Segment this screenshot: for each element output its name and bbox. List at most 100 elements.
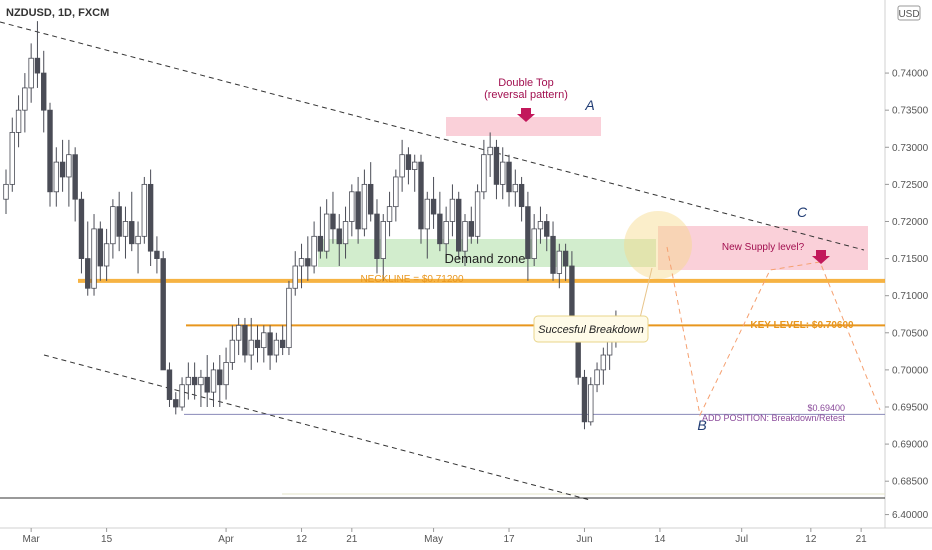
price-tick-label: 0.69000 [892, 440, 929, 451]
time-tick-label: 15 [101, 534, 113, 545]
candle-bullish [122, 221, 129, 237]
candle-bearish [456, 198, 462, 252]
add-position-label: ADD POSITION: Breakdown/Retest [702, 413, 846, 423]
candle-bullish [500, 161, 506, 185]
candle-bullish [103, 243, 110, 267]
time-tick-label: 21 [856, 534, 868, 545]
symbol-title: NZDUSD, 1D, FXCM [6, 7, 109, 19]
candle-bearish [85, 258, 91, 289]
candle-bullish [286, 287, 292, 349]
wave-label-c: C [797, 204, 808, 220]
price-tick-label: 0.73500 [892, 106, 929, 117]
candle-bullish [399, 154, 405, 178]
projection-path [666, 246, 881, 417]
candle-bearish [254, 339, 261, 349]
candle-bullish [474, 191, 481, 237]
candle-bullish [235, 324, 242, 341]
candle-bullish [110, 206, 116, 245]
candle-bearish [405, 154, 412, 170]
candle-bullish [22, 87, 28, 111]
candle-bullish [380, 221, 386, 259]
candle-bearish [242, 324, 248, 356]
candle-bullish [292, 265, 298, 289]
candle-bullish [229, 339, 236, 363]
candle-bullish [393, 176, 399, 208]
breakdown-callout-pointer [639, 267, 653, 319]
candle-bearish [267, 332, 273, 356]
candle-bullish [198, 376, 204, 386]
double-top-arrow-icon [517, 108, 535, 122]
candle-bullish [28, 57, 34, 89]
candle-bearish [336, 228, 342, 245]
candle-bearish [305, 258, 311, 267]
candle-bearish [116, 206, 122, 237]
candle-bearish [437, 213, 443, 245]
candle-bearish [367, 183, 374, 215]
candle-bearish [147, 183, 154, 252]
candle-bullish [323, 213, 330, 252]
candle-bearish [217, 369, 223, 386]
candle-bearish [166, 369, 173, 400]
candle-bearish [41, 72, 47, 111]
candle-bearish [97, 228, 104, 267]
candle-bearish [525, 206, 531, 259]
candle-bullish [588, 384, 594, 423]
candle-bullish [342, 221, 349, 245]
candle-bearish [493, 146, 500, 185]
candle-bearish [129, 221, 135, 245]
neckline-label: NECKLINE = $0.71200 [360, 274, 464, 285]
candle-bearish [78, 198, 85, 259]
currency-badge[interactable] [897, 5, 921, 21]
candle-bullish [412, 161, 418, 170]
candle-bearish [418, 161, 424, 230]
candle-bullish [141, 183, 148, 237]
candle-bullish [91, 228, 97, 289]
candle-bearish [72, 154, 78, 200]
candle-bearish [154, 250, 160, 259]
candle-bearish [550, 235, 556, 274]
time-tick-label: May [424, 534, 443, 545]
candle-bearish [279, 339, 286, 349]
candle-bearish [544, 221, 550, 237]
time-tick-label: 14 [654, 534, 666, 545]
candlestick-series [3, 21, 619, 430]
descending-trendline-lower [43, 354, 591, 501]
time-tick-label: Mar [23, 534, 41, 545]
candle-bullish [556, 250, 563, 274]
time-axis[interactable]: Mar 15 Apr 12 21 May 17 Jun 14 Jul 12 21 [23, 528, 868, 545]
candle-bearish [160, 258, 166, 371]
price-tick-label: 0.73000 [892, 143, 929, 154]
price-axis[interactable]: 0.74000 0.73500 0.73000 0.72500 0.72000 0.715… [885, 69, 929, 522]
candle-bullish [487, 146, 493, 156]
price-tick-label: 0.72000 [892, 217, 929, 228]
add-position-price-label: $0.69400 [807, 403, 845, 413]
candle-bullish [311, 235, 317, 267]
price-tick-label: 0.69500 [892, 402, 929, 413]
candle-bullish [223, 362, 229, 386]
candle-bullish [594, 369, 600, 386]
candle-bullish [361, 183, 368, 230]
double-top-supply-zone [446, 117, 601, 136]
key-level-label: KEY LEVEL: $0.70600 [750, 320, 854, 331]
price-tick-label: 0.68500 [892, 477, 929, 488]
candle-bullish [135, 235, 141, 245]
candle-bearish [34, 57, 41, 74]
candle-bullish [210, 369, 217, 393]
candle-bullish [248, 339, 254, 356]
candle-bullish [600, 354, 607, 371]
time-tick-label: 12 [805, 534, 817, 545]
candle-bearish [173, 399, 179, 408]
new-supply-zone [658, 226, 868, 270]
time-tick-label: Jul [735, 534, 748, 545]
candle-bearish [562, 250, 569, 267]
double-top-sublabel: (reversal pattern) [484, 89, 568, 101]
candle-bullish [462, 221, 468, 252]
candle-bullish [349, 191, 355, 222]
price-tick-label: 0.71000 [892, 291, 929, 302]
new-supply-arrow-icon [812, 250, 830, 264]
candle-bullish [531, 228, 537, 259]
candle-bullish [424, 198, 430, 230]
candle-bearish [330, 213, 336, 230]
